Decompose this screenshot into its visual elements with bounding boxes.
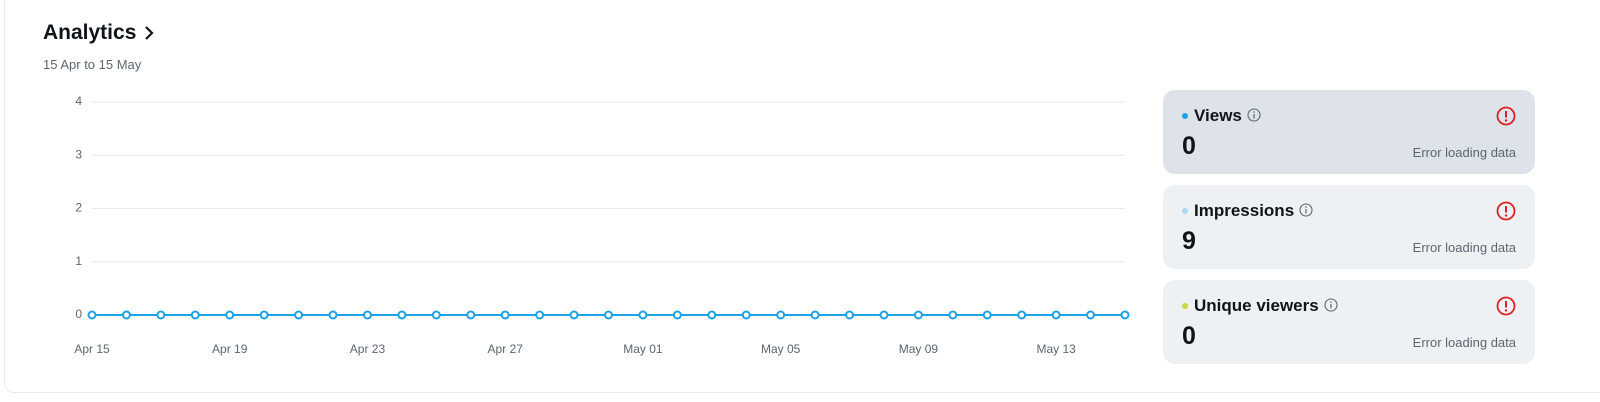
metric-card[interactable]: Unique viewers 0 Error loading data xyxy=(1163,280,1535,364)
point xyxy=(1017,310,1027,320)
point xyxy=(913,310,923,320)
title[interactable]: Analytics xyxy=(43,21,137,44)
subtitle: 15 Apr to 15 May xyxy=(43,57,142,72)
panel xyxy=(4,0,1600,393)
point xyxy=(362,310,372,320)
point xyxy=(845,310,855,320)
point xyxy=(397,310,407,320)
x-tick-label: Apr 19 xyxy=(212,342,248,356)
y-tick-label: 1 xyxy=(75,254,82,268)
chart: 0 1 2 3 4 Apr 15 Apr 19 Apr 23 Apr 27 May 01 May 0… xyxy=(74,94,1130,356)
point xyxy=(121,310,131,320)
x-tick-label: May 01 xyxy=(623,342,663,356)
point xyxy=(672,310,682,320)
x-tick-label: May 09 xyxy=(899,342,939,356)
info-icon[interactable] xyxy=(1324,298,1338,312)
x-tick-label: Apr 15 xyxy=(74,342,110,356)
point xyxy=(87,310,97,320)
x-tick-label: Apr 27 xyxy=(488,342,524,356)
point xyxy=(431,310,441,320)
metric-value: 9 xyxy=(1182,227,1196,255)
point xyxy=(1086,310,1096,320)
legend-dot xyxy=(1182,208,1188,214)
x-tick-label: May 05 xyxy=(761,342,801,356)
point xyxy=(879,310,889,320)
status: Error loading data xyxy=(1412,240,1516,255)
point xyxy=(741,310,751,320)
metric-value: 0 xyxy=(1182,322,1196,350)
y-tick-label: 4 xyxy=(75,94,82,108)
legend-dot xyxy=(1182,113,1188,119)
point xyxy=(776,310,786,320)
point xyxy=(225,310,235,320)
point xyxy=(190,310,200,320)
info-icon[interactable] xyxy=(1299,203,1313,217)
point xyxy=(500,310,510,320)
x-tick-label: Apr 23 xyxy=(350,342,386,356)
point xyxy=(1120,310,1130,320)
y-tick-label: 3 xyxy=(75,147,82,161)
point xyxy=(466,310,476,320)
error-icon xyxy=(1496,296,1516,316)
status: Error loading data xyxy=(1412,335,1516,350)
y-tick-label: 0 xyxy=(75,307,82,321)
point xyxy=(707,310,717,320)
metric-name: Views xyxy=(1194,106,1242,125)
point xyxy=(1051,310,1061,320)
y-tick-label: 2 xyxy=(75,201,82,215)
error-icon xyxy=(1496,106,1516,126)
metric-card[interactable]: Views 0 Error loading data xyxy=(1163,90,1535,174)
point xyxy=(604,310,613,320)
point xyxy=(948,310,958,320)
status: Error loading data xyxy=(1412,145,1516,160)
point xyxy=(982,310,992,320)
point xyxy=(638,310,648,320)
point xyxy=(156,310,166,320)
legend-dot xyxy=(1182,303,1188,309)
point xyxy=(810,310,820,320)
point xyxy=(259,310,269,320)
point xyxy=(569,310,579,320)
metric-name: Impressions xyxy=(1194,201,1295,220)
metric-name: Unique viewers xyxy=(1194,296,1319,315)
point xyxy=(294,310,304,320)
point xyxy=(535,310,545,320)
chevron-icon[interactable] xyxy=(143,25,155,41)
x-tick-label: May 13 xyxy=(1036,342,1076,356)
metric-card[interactable]: Impressions 9 Error loading data xyxy=(1163,185,1535,269)
error-icon xyxy=(1496,201,1516,221)
info-icon[interactable] xyxy=(1247,108,1261,122)
point xyxy=(328,310,338,320)
metric-value: 0 xyxy=(1182,132,1196,160)
